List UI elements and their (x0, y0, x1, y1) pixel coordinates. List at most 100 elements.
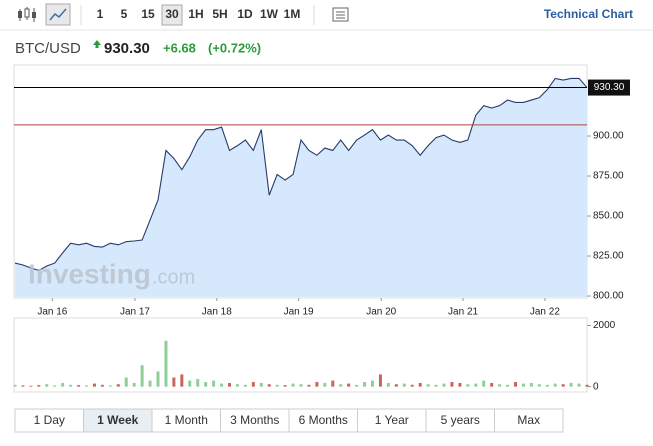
volume-bar (172, 377, 176, 387)
volume-bar (474, 383, 478, 387)
watermark-suffix: .com (152, 266, 195, 288)
volume-bar (506, 384, 510, 387)
range-tab[interactable] (494, 408, 564, 433)
x-tick-label: Jan 17 (120, 307, 150, 318)
interval-button[interactable]: 15 (141, 7, 155, 21)
volume-bar (378, 374, 382, 387)
volume-bar (140, 365, 144, 387)
area-fill (15, 78, 587, 297)
x-tick-label: Jan 22 (530, 307, 560, 318)
volume-bar (92, 383, 96, 387)
interval-button[interactable]: 1D (237, 7, 253, 21)
volume-bar (339, 384, 343, 387)
volume-bar (188, 380, 192, 387)
volume-bar (331, 380, 335, 387)
volume-bar (243, 384, 247, 387)
interval-button[interactable]: 1W (260, 7, 279, 21)
symbol: BTC/USD (15, 40, 81, 57)
candle-icon[interactable] (18, 7, 36, 22)
volume-bar (561, 384, 565, 387)
volume-bar (132, 382, 136, 387)
volume-bar (347, 383, 351, 387)
plot: 930.30 800.00 825.00 850.00 875.00 900.00 Jan … (13, 77, 630, 392)
last-price-label: 930.30 (594, 82, 625, 93)
line-icon[interactable] (45, 3, 71, 26)
volume-bar (124, 377, 128, 387)
volume-bar (418, 382, 422, 387)
volume-bar (410, 384, 414, 387)
volume-bar (537, 384, 541, 387)
volume-bar (251, 382, 255, 387)
volume-bar (235, 384, 239, 387)
volume-bar (426, 384, 430, 387)
volume-bar (29, 385, 33, 387)
volume-bar (514, 382, 517, 387)
volume-bar (37, 385, 41, 387)
toolbar: Technical Chart (18, 3, 633, 26)
volume-bar (164, 340, 168, 387)
x-tick-label: Jan 16 (37, 307, 67, 318)
y-tick-label: 875.00 (593, 171, 624, 182)
volume-bar (156, 371, 160, 387)
interval-active (161, 4, 183, 26)
volume-bar (196, 379, 200, 387)
volume-bar (315, 382, 319, 387)
volume-bar (569, 382, 573, 387)
volume-bar (180, 374, 184, 387)
menu-icon[interactable] (332, 7, 349, 22)
change: +6.68 (163, 40, 196, 55)
volume-bar (13, 384, 17, 387)
last-price-box (588, 79, 630, 96)
volume-bar (434, 384, 438, 387)
volume-tick-label: 2000 (593, 320, 616, 331)
volume-bar (498, 384, 502, 387)
volume-bar (402, 383, 406, 387)
range-tab-label[interactable]: 1 Day (34, 413, 65, 427)
volume-bar (283, 385, 287, 387)
volume-bar (529, 382, 533, 387)
volume-bar (116, 384, 120, 387)
volume-bar (521, 383, 525, 387)
range-tab-label[interactable]: 1 Month (165, 413, 208, 427)
line-icon-glyph (49, 8, 67, 21)
range-tab-label[interactable]: 6 Months (299, 413, 348, 427)
volume-bar (45, 384, 49, 387)
interval-button[interactable]: 30 (165, 7, 179, 21)
range-tab-label[interactable]: 3 Months (230, 413, 279, 427)
volume-bar (299, 384, 303, 387)
interval-button[interactable]: 1 (97, 7, 104, 21)
technical-chart-link[interactable]: Technical Chart (544, 7, 633, 21)
range-tab-label[interactable]: Max (517, 413, 540, 427)
volume-bar (442, 383, 446, 387)
volume-bar (553, 383, 557, 387)
y-tick-label: 825.00 (593, 251, 624, 262)
volume-bar (363, 382, 367, 387)
volume-bar (386, 382, 390, 387)
volume-bar (85, 385, 88, 387)
up-arrow (93, 40, 101, 48)
volume-bar (108, 385, 112, 387)
price: 930.30 (104, 40, 150, 57)
y-tick-label: 850.00 (593, 211, 624, 222)
interval-button[interactable]: 5H (212, 7, 227, 21)
volume-bar (21, 385, 25, 387)
volume-bar (585, 384, 589, 387)
volume-bar (394, 384, 398, 387)
interval-button[interactable]: 1H (188, 7, 203, 21)
x-tick-label: Jan 19 (284, 307, 314, 318)
range-tab-label[interactable]: 5 years (441, 413, 480, 427)
volume-bar (69, 384, 73, 387)
range-tab-label[interactable]: 1 Year (375, 413, 409, 427)
volume-bar (371, 380, 374, 387)
volume-bar (355, 384, 359, 387)
volume-bar (259, 382, 263, 387)
volume-bar (275, 384, 279, 387)
interval-button[interactable]: 1M (284, 7, 301, 21)
volume-bar (450, 382, 454, 387)
range-tab-label[interactable]: 1 Week (97, 413, 138, 427)
watermark: Investing (28, 258, 151, 289)
volume-bar (267, 384, 271, 387)
volume-bar (545, 384, 549, 387)
interval-button[interactable]: 5 (121, 7, 128, 21)
